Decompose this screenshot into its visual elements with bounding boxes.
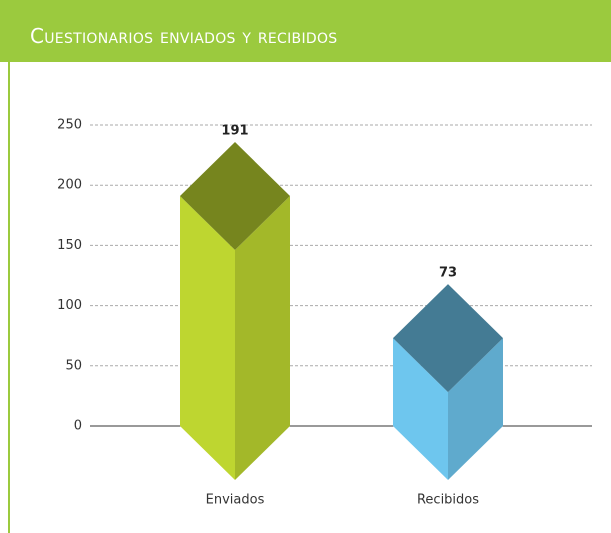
bar-left-face (180, 196, 235, 480)
header-bar: Cuestionarios enviados y recibidos (0, 0, 611, 62)
bar-left-face (393, 338, 448, 480)
bar-top-face (180, 142, 290, 251)
bar-right-face (448, 338, 503, 480)
x-tick-label: Recibidos (417, 493, 479, 508)
card-border (8, 62, 10, 533)
bar-top-face (393, 284, 503, 393)
x-tick-label: Enviados (206, 493, 265, 508)
value-label: 191 (221, 124, 248, 139)
value-label: 73 (439, 266, 457, 281)
y-tick-label: 250 (57, 118, 82, 133)
y-tick-label: 50 (65, 358, 82, 373)
y-tick-label: 150 (57, 238, 82, 253)
chart-title: Cuestionarios enviados y recibidos (30, 24, 338, 48)
y-tick-label: 100 (57, 298, 82, 313)
y-tick-label: 200 (57, 178, 82, 193)
y-tick-label: 0 (74, 419, 82, 434)
bar-right-face (235, 196, 290, 480)
